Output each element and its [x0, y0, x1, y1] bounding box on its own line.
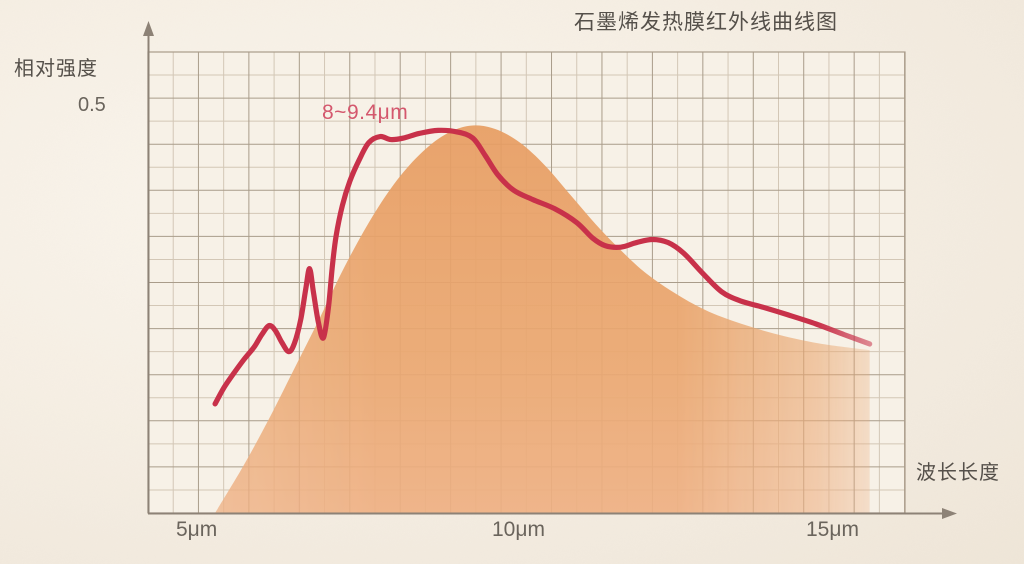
x-axis-title: 波长长度 [916, 462, 1000, 484]
x-axis-tick-label-15um: 15μm [806, 518, 859, 541]
infrared-curve [212, 127, 873, 407]
y-axis-arrow [143, 21, 154, 36]
x-axis-arrow [942, 508, 957, 519]
x-axis-tick-label-5um: 5μm [176, 518, 218, 541]
peak-band-annotation: 8~9.4μm [322, 101, 409, 124]
blackbody-area [215, 125, 870, 513]
x-axis-tick-label-10um: 10μm [492, 518, 545, 541]
y-axis-title: 相对强度 [14, 58, 98, 80]
chart-title: 石墨烯发热膜红外线曲线图 [574, 11, 838, 34]
y-axis-tick-label: 0.5 [78, 94, 106, 116]
